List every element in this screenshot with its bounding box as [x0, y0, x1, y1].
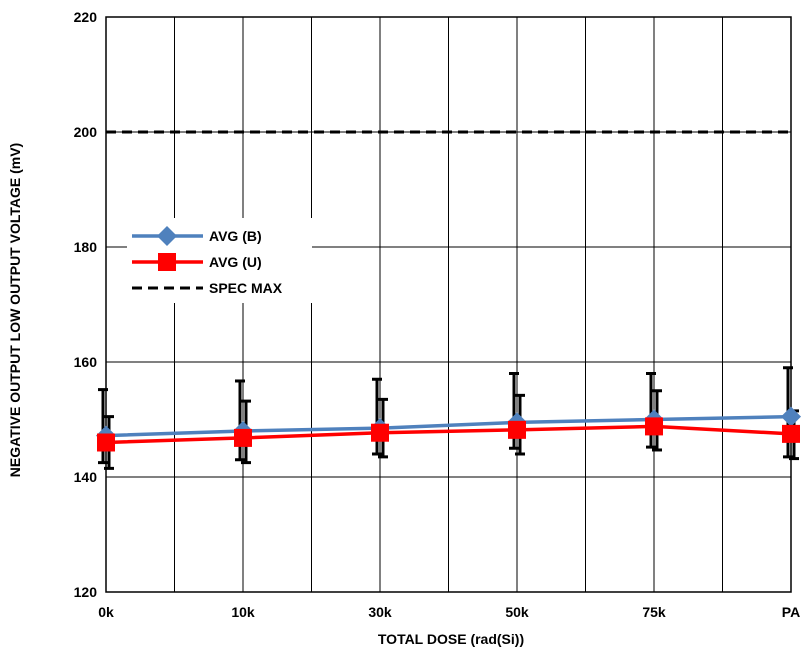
series-line: [105, 424, 792, 445]
series-line: [105, 414, 792, 438]
data-point: [508, 420, 526, 439]
x-tick-label: 10k: [231, 604, 255, 620]
x-tick-label: 75k: [642, 604, 666, 620]
y-tick-label: 220: [74, 9, 98, 25]
x-tick-label: PA: [782, 604, 800, 620]
legend-label: AVG (B): [209, 228, 262, 244]
x-tick-label: 0k: [98, 604, 114, 620]
error-bars-b: [98, 366, 793, 465]
series-1: [97, 417, 800, 452]
data-point: [97, 433, 115, 452]
x-axis-title: TOTAL DOSE (rad(Si)): [378, 631, 524, 647]
y-tick-label: 140: [74, 469, 98, 485]
legend: AVG (B) AVG (U) SPEC MAX: [127, 218, 312, 303]
x-tick-label: 30k: [368, 604, 392, 620]
data-point: [645, 417, 663, 436]
data-point: [371, 423, 389, 442]
legend-label: AVG (U): [209, 254, 262, 270]
x-axis-ticks: 0k 10k 30k 50k 75k PA: [98, 604, 800, 620]
legend-marker: [157, 226, 177, 246]
data-point: [234, 428, 252, 447]
y-axis-ticks: 120 140 160 180 200 220: [74, 9, 98, 600]
y-tick-label: 200: [74, 124, 98, 140]
data-point: [782, 424, 800, 443]
data-point: [781, 406, 801, 427]
y-tick-label: 180: [74, 239, 98, 255]
grid: [105, 16, 792, 593]
y-tick-label: 160: [74, 354, 98, 370]
legend-marker: [158, 253, 176, 271]
y-axis-title: NEGATIVE OUTPUT LOW OUTPUT VOLTAGE (mV): [7, 143, 23, 477]
series-layer: [96, 130, 801, 470]
x-tick-label: 50k: [505, 604, 529, 620]
legend-label: SPEC MAX: [209, 280, 283, 296]
plot-border: [105, 16, 792, 593]
plot-area: [105, 16, 792, 593]
y-tick-label: 120: [74, 584, 98, 600]
